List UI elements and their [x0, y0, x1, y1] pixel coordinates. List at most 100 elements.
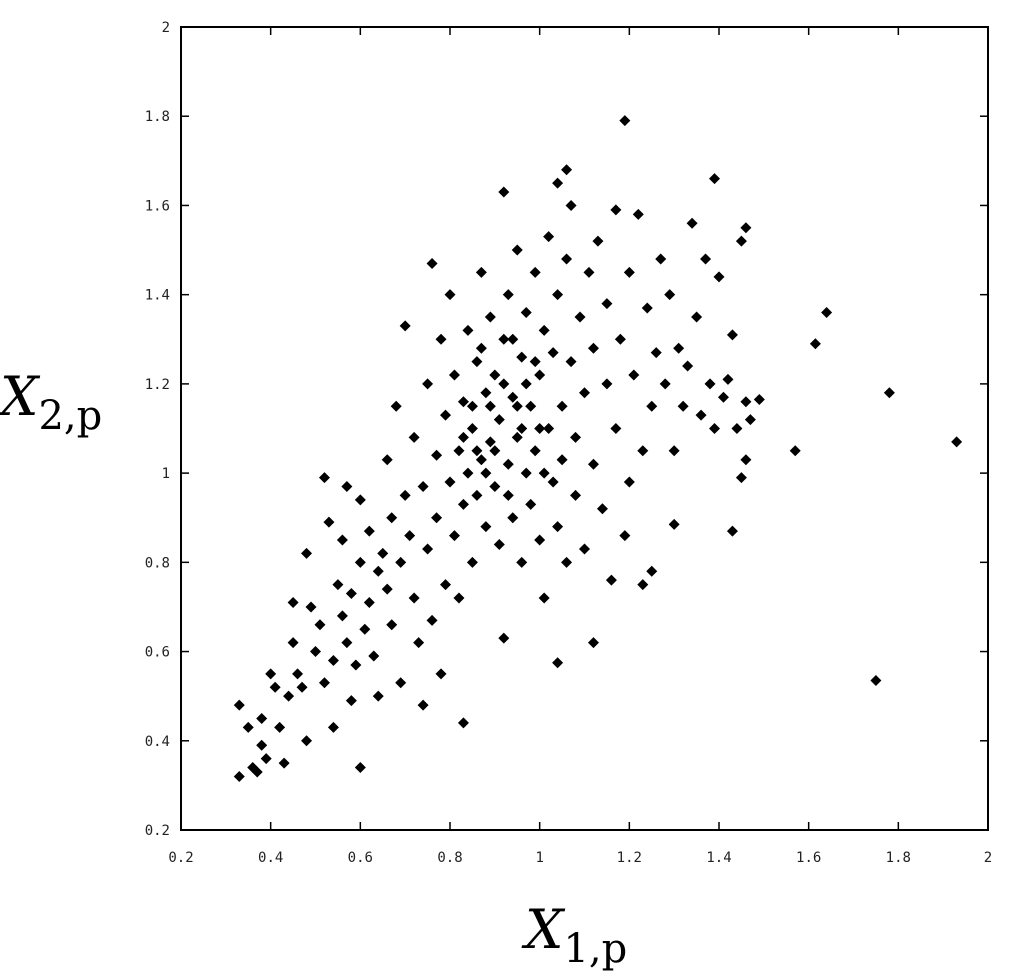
point [507, 391, 519, 403]
point [587, 458, 599, 470]
point [883, 387, 895, 399]
point [538, 467, 550, 479]
point [547, 347, 559, 359]
point [462, 467, 474, 479]
point [422, 378, 434, 390]
x-tick-label: 0.4 [258, 850, 283, 866]
point [583, 266, 595, 278]
point [471, 489, 483, 501]
point [466, 556, 478, 568]
point [686, 217, 698, 229]
point [507, 333, 519, 345]
point [440, 409, 452, 421]
point [260, 753, 272, 765]
point [511, 400, 523, 412]
point [552, 289, 564, 301]
point [552, 657, 564, 669]
point [646, 400, 658, 412]
point [601, 298, 613, 310]
point [480, 387, 492, 399]
point [552, 177, 564, 189]
point [726, 525, 738, 537]
point [413, 637, 425, 649]
point [726, 329, 738, 341]
point [233, 699, 245, 711]
point [404, 530, 416, 542]
point [668, 518, 680, 530]
point [475, 454, 487, 466]
point [502, 489, 514, 501]
point [480, 467, 492, 479]
point [610, 204, 622, 216]
point [287, 596, 299, 608]
point [664, 289, 676, 301]
point [431, 512, 443, 524]
point [395, 677, 407, 689]
point [502, 458, 514, 470]
point [498, 333, 510, 345]
point [561, 556, 573, 568]
point [610, 423, 622, 434]
point [489, 480, 501, 492]
point [534, 534, 546, 546]
point [256, 712, 268, 724]
y-tick-label: 0.2 [145, 823, 170, 839]
point [265, 668, 277, 680]
point [359, 623, 371, 635]
x-tick-label: 1.2 [617, 850, 642, 866]
point [525, 400, 537, 412]
point [529, 356, 541, 368]
point [296, 681, 308, 693]
point [269, 681, 281, 693]
point [471, 356, 483, 368]
point [529, 445, 541, 457]
point [354, 556, 366, 568]
point [520, 467, 532, 479]
point [601, 378, 613, 390]
y-tick-label: 0.6 [145, 645, 170, 661]
point [475, 266, 487, 278]
y-label-symbol: X [0, 365, 41, 428]
point [574, 311, 586, 323]
y-tick-label: 1.2 [145, 377, 170, 393]
point [951, 436, 963, 448]
point [372, 565, 384, 577]
point [345, 588, 357, 600]
point [655, 253, 667, 265]
point [493, 414, 505, 426]
point [386, 619, 398, 631]
point [870, 675, 882, 687]
point [529, 266, 541, 278]
point [399, 489, 411, 501]
point [336, 534, 348, 546]
point [735, 472, 747, 484]
point [579, 543, 590, 555]
point [587, 342, 599, 354]
point [426, 614, 438, 626]
point [292, 668, 304, 680]
y-axis-label: X2,p [0, 365, 102, 439]
point [323, 516, 335, 528]
point [417, 699, 429, 711]
point [287, 637, 299, 649]
point [789, 445, 801, 457]
point [556, 400, 568, 412]
point [233, 770, 245, 782]
y-tick-label: 1 [162, 466, 170, 482]
point [565, 199, 577, 211]
point [363, 596, 375, 608]
point [516, 351, 528, 363]
point [493, 538, 505, 550]
point [350, 659, 362, 671]
point [809, 338, 821, 350]
point [444, 289, 456, 301]
point [740, 396, 752, 408]
point [646, 565, 658, 577]
point [709, 423, 721, 434]
point [525, 498, 537, 510]
x-tick-label: 0.6 [348, 850, 373, 866]
point [502, 289, 514, 301]
point [453, 592, 465, 604]
point [543, 423, 555, 434]
point [381, 454, 393, 466]
